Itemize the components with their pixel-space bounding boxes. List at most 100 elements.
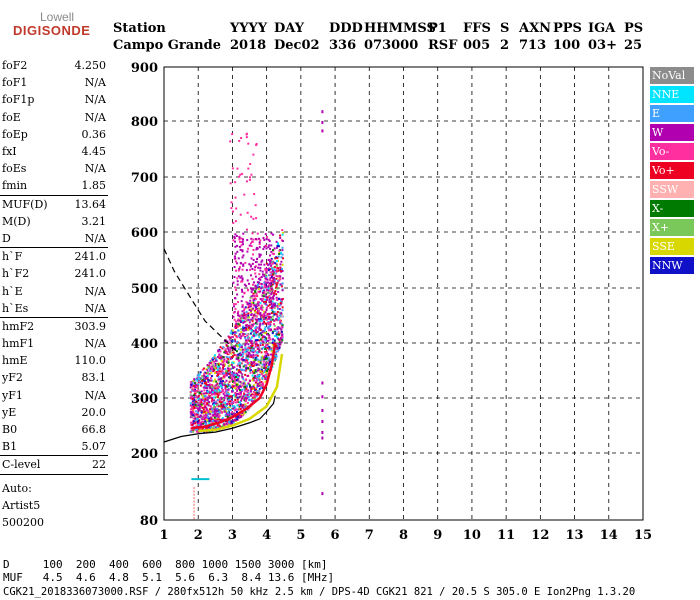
param-value: 0.36 xyxy=(81,127,107,141)
echo-point xyxy=(251,268,254,271)
echo-point xyxy=(250,257,253,260)
echo-point xyxy=(273,278,276,281)
echo-point xyxy=(280,251,283,254)
echo-point xyxy=(224,387,227,390)
header-col-label: IGA xyxy=(588,21,616,36)
echo-point xyxy=(223,406,226,409)
echo-point xyxy=(260,275,263,278)
header-col-value: Dec02 xyxy=(274,38,320,53)
echo-point xyxy=(236,383,239,386)
echo-point xyxy=(239,408,242,411)
echo-point xyxy=(239,395,242,398)
echo-point xyxy=(271,318,274,321)
echo-point xyxy=(257,360,260,363)
echo-point xyxy=(242,349,245,352)
header-col-value: 005 xyxy=(463,38,491,53)
param-row: yE 20.0 xyxy=(0,404,108,421)
echo-point xyxy=(193,487,196,490)
echo-point xyxy=(209,413,212,416)
echo-point xyxy=(191,407,194,410)
echo-point xyxy=(237,310,240,313)
echo-point xyxy=(203,389,206,392)
echo-point xyxy=(271,260,274,263)
echo-point xyxy=(195,389,198,392)
echo-point xyxy=(220,407,223,410)
echo-point xyxy=(234,181,237,184)
echo-point xyxy=(278,347,281,350)
echo-point xyxy=(226,388,229,391)
echo-point xyxy=(254,318,257,321)
echo-point xyxy=(269,283,272,286)
echo-point xyxy=(215,395,218,398)
y-tick-label: 500 xyxy=(131,282,158,297)
echo-point xyxy=(213,416,216,419)
echo-point xyxy=(218,414,221,417)
echo-point xyxy=(260,358,263,361)
echo-point xyxy=(252,390,255,393)
echo-point xyxy=(196,422,199,425)
echo-point xyxy=(242,380,245,383)
echo-point xyxy=(250,237,253,240)
echo-point xyxy=(195,395,198,398)
auto-label: Auto: xyxy=(2,482,32,495)
plot-frame xyxy=(163,66,644,521)
echo-point xyxy=(254,354,257,357)
echo-point xyxy=(232,407,235,410)
echo-point xyxy=(211,421,214,424)
echo-point xyxy=(268,315,271,318)
echo-point xyxy=(203,374,206,377)
echo-point xyxy=(216,365,219,368)
echo-point xyxy=(240,280,243,283)
echo-point xyxy=(245,310,248,313)
echo-point xyxy=(241,256,244,259)
echo-point xyxy=(255,287,258,290)
echo-point xyxy=(213,369,216,372)
echo-point xyxy=(225,385,228,388)
echo-point xyxy=(193,407,196,410)
echo-point xyxy=(231,385,234,388)
header-col-label: DAY xyxy=(274,21,304,36)
echo-point xyxy=(275,285,278,288)
echo-point xyxy=(202,380,205,383)
param-value: N/A xyxy=(84,110,106,124)
echo-point xyxy=(193,513,196,516)
echo-point xyxy=(200,400,203,403)
param-name: foEp xyxy=(2,127,28,141)
echo-point xyxy=(254,388,257,391)
echo-point xyxy=(257,346,260,349)
echo-point xyxy=(225,370,228,373)
echo-point xyxy=(212,385,215,388)
echo-point xyxy=(189,421,192,424)
echo-point xyxy=(205,420,208,423)
param-value: 4.45 xyxy=(81,145,107,159)
echo-point xyxy=(275,256,278,259)
echo-point xyxy=(273,282,276,285)
echo-point xyxy=(274,304,277,307)
echo-point xyxy=(210,389,213,392)
echo-point xyxy=(201,418,204,421)
echo-point xyxy=(212,418,215,421)
echo-point xyxy=(194,384,197,387)
echo-point xyxy=(259,338,262,341)
echo-point xyxy=(227,388,230,391)
echo-point xyxy=(270,288,273,291)
echo-point xyxy=(236,401,239,404)
echo-point xyxy=(269,361,272,364)
echo-point xyxy=(252,343,255,346)
echo-point xyxy=(251,361,254,364)
echo-point xyxy=(191,397,194,400)
echo-point xyxy=(250,265,253,268)
echo-point xyxy=(193,493,196,496)
echo-point xyxy=(216,403,219,406)
echo-point xyxy=(212,414,215,417)
echo-point xyxy=(224,388,227,391)
echo-point xyxy=(205,402,208,405)
echo-point xyxy=(234,288,237,291)
echo-point xyxy=(264,351,267,354)
echo-point xyxy=(259,324,262,327)
echo-point xyxy=(266,278,269,281)
echo-point xyxy=(271,350,274,353)
echo-point xyxy=(225,350,228,353)
echo-point xyxy=(258,359,261,362)
echo-point xyxy=(223,391,226,394)
